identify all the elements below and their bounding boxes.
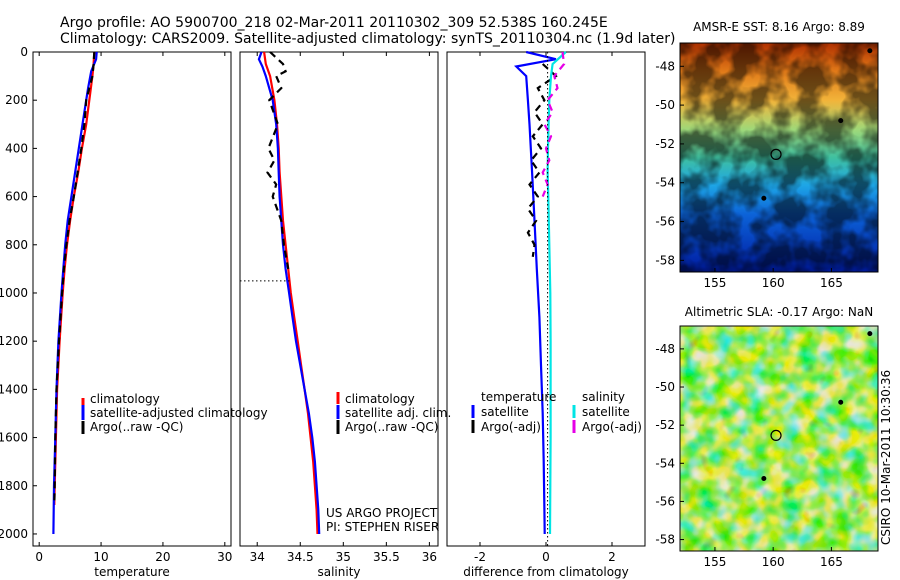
map-y-tick-label: -52 [655,418,675,432]
difference-legend: temperature satellite Argo(-adj) salinit… [471,390,642,434]
x-axis-label: difference from climatology [463,565,629,579]
y-tick-label: 2000 [0,527,28,541]
x-tick-label: 35 [336,550,351,564]
salinity-legend: climatology satellite adj. clim. Argo(..… [336,392,451,434]
land-dot [838,118,844,124]
series-line-salinity-argo-adj- [541,51,566,198]
land-dot [867,331,873,337]
legend-diff-temp-satellite: satellite [481,405,529,419]
map-frame [679,325,879,552]
x-tick-label: 0 [35,550,43,564]
legend-sal-satellite: satellite adj. clim. [345,406,451,420]
temperature-panel: 0 10 20 30 0 200 400 600 800 1000 1200 1400 1600 1800… [0,45,232,579]
side-timestamp: CSIRO 10-Mar-2011 10:30:36 [879,370,893,545]
legend-diff-salinity: salinity [582,390,625,404]
map-y-tick-label: -50 [655,380,675,394]
x-tick-label: 36 [422,550,437,564]
argo-float-marker [770,429,782,442]
legend-diff-sal-satellite: satellite [582,405,630,419]
map-x-tick-label: 165 [820,276,843,290]
project-line-1: US ARGO PROJECT [326,506,438,520]
salinity-panel: 34 34.5 35 35.5 36 salinity [239,51,439,579]
series-line-temperature-satellite [514,50,557,535]
legend-satellite-adjusted: satellite-adjusted climatology [90,406,268,420]
map-y-tick-label: -48 [655,342,675,356]
x-tick-label: 34 [250,550,265,564]
legend-sal-climatology: climatology [345,392,415,406]
y-tick-label: 1200 [0,334,28,348]
y-tick-label: 800 [5,238,28,252]
legend-sal-argo: Argo(..raw -QC) [345,420,438,434]
legend-diff-temperature: temperature [481,390,556,404]
title-line-1: Argo profile: AO 5900700_218 02-Mar-2011… [60,15,608,31]
map-x-tick-label: 160 [762,555,785,569]
sla-map: 155 160 165 -48 -50 -52 -54 -56 -58 [655,325,879,569]
x-tick-label: 10 [93,550,108,564]
y-tick-label: 1000 [0,286,28,300]
x-tick-label: -2 [474,550,486,564]
map-y-tick-label: -48 [655,59,675,73]
plot-frame [239,51,439,547]
series-line-argo-raw-qc- [53,51,96,506]
x-axis-label: temperature [94,565,169,579]
sst-map: 155 160 165 -48 -50 -52 -54 -56 -58 [655,42,879,290]
map-x-tick-label: 155 [703,276,726,290]
x-tick-label: 0 [542,550,550,564]
y-tick-label: 1600 [0,431,28,445]
map-frame [679,42,879,273]
project-line-2: PI: STEPHEN RISER [326,520,439,534]
map-y-tick-label: -56 [655,494,675,508]
legend-argo: Argo(..raw -QC) [90,420,183,434]
argo-float-marker [770,148,782,160]
title-line-2: Climatology: CARS2009. Satellite-adjuste… [60,31,675,47]
map-y-tick-label: -58 [655,533,675,547]
x-tick-label: 30 [217,550,232,564]
x-tick-label: 20 [155,550,170,564]
y-tick-label: 1400 [0,382,28,396]
legend-diff-temp-argo: Argo(-adj) [481,420,541,434]
y-tick-label: 200 [5,93,28,107]
series-line-argo-raw-qc- [266,51,290,270]
map-x-tick-label: 155 [703,555,726,569]
land-dot [838,399,844,405]
map-x-tick-label: 160 [762,276,785,290]
x-tick-label: 35.5 [373,550,400,564]
land-dot [761,195,767,201]
plot-frame [32,51,232,547]
y-tick-label: 400 [5,141,28,155]
land-dot [761,476,767,482]
series-line-satellite-adj-clim- [257,51,321,535]
y-tick-label: 600 [5,190,28,204]
x-tick-label: 2 [608,550,616,564]
legend-diff-sal-argo: Argo(-adj) [582,420,642,434]
y-tick-label: 0 [20,45,28,59]
map-y-tick-label: -52 [655,137,675,151]
legend-climatology: climatology [90,392,160,406]
map-y-tick-label: -58 [655,253,675,267]
x-tick-label: 34.5 [287,550,314,564]
map-y-tick-label: -50 [655,98,675,112]
map-y-tick-label: -54 [655,456,675,470]
map-x-tick-label: 165 [820,555,843,569]
series-line-salinity-satellite [546,51,567,535]
map-y-tick-label: -54 [655,176,675,190]
map-y-tick-label: -56 [655,215,675,229]
temperature-legend: climatology satellite-adjusted climatolo… [81,392,268,434]
plot-frame [446,51,646,547]
series-line-temperature-argo-adj- [526,63,558,257]
sla-map-title: Altimetric SLA: -0.17 Argo: NaN [685,305,873,319]
land-dot [867,48,873,54]
y-tick-label: 1800 [0,479,28,493]
x-axis-label: salinity [317,565,360,579]
sst-map-title: AMSR-E SST: 8.16 Argo: 8.89 [693,20,865,34]
